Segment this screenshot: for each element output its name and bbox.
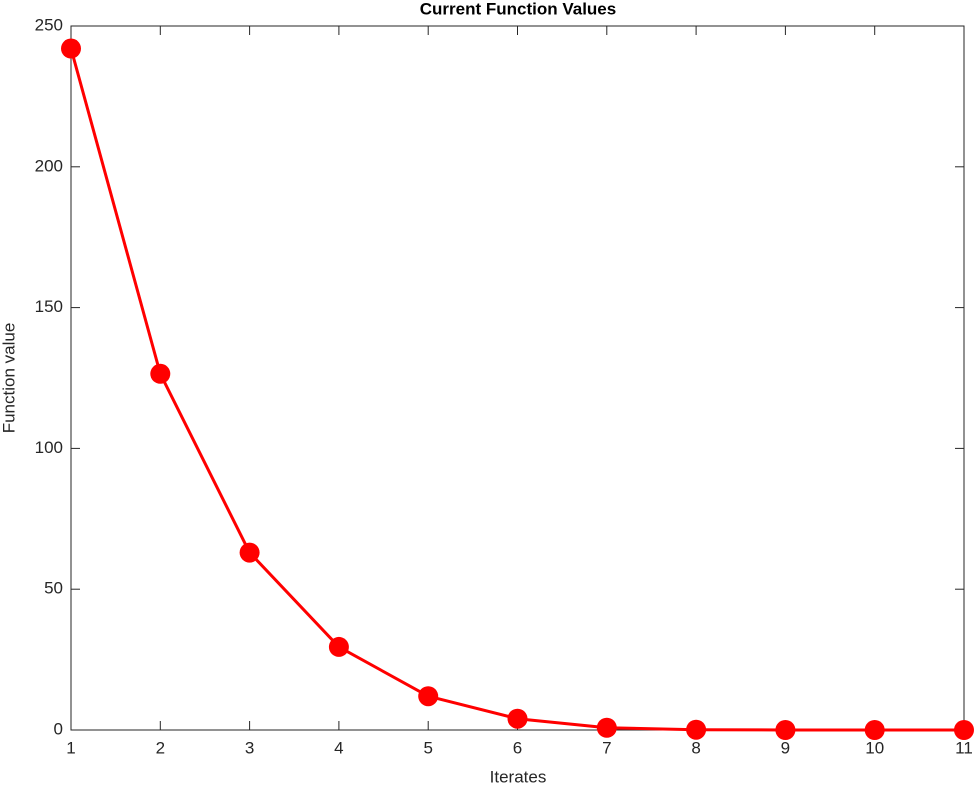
plot-frame [70,25,965,731]
data-point [239,542,260,563]
data-point [507,708,528,729]
x-tick-label: 11 [955,738,973,757]
x-tick-label: 6 [513,738,522,757]
x-tick-label: 3 [245,738,254,757]
y-tick-label: 100 [35,438,63,457]
x-tick-label: 5 [423,738,432,757]
x-tick-label: 8 [691,738,700,757]
x-tick-label: 9 [781,738,790,757]
x-tick-label: 4 [334,738,343,757]
y-tick-label: 200 [35,156,63,175]
x-tick-label: 2 [156,738,165,757]
data-point [954,720,974,740]
y-tick-label: 50 [44,579,63,598]
y-tick-label: 250 [35,15,63,34]
data-point [418,686,439,707]
y-axis-label: Function value [0,323,18,434]
data-point [596,717,617,738]
y-tick-label: 150 [35,297,63,316]
data-point [328,636,349,657]
data-point [775,720,796,740]
x-tick-label: 1 [66,738,75,757]
data-point [864,720,885,740]
data-point [686,719,707,740]
y-tick-label: 0 [54,719,63,738]
data-point [61,38,81,59]
x-tick-label: 7 [602,738,611,757]
chart-title: Current Function Values [420,0,616,18]
data-point [150,363,171,384]
x-tick-label: 10 [865,738,884,757]
series-line [69,48,964,732]
x-axis-label: Iterates [490,767,547,786]
